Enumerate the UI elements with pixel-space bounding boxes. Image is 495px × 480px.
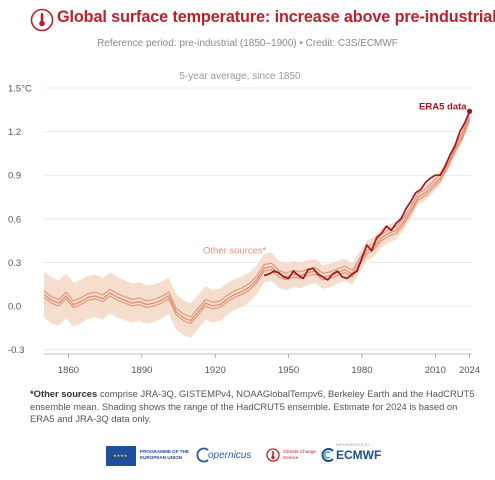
c3s-label: Climate Change Service (283, 449, 316, 460)
copernicus-label: opernicus (208, 450, 252, 461)
ecmwf-logo-icon (321, 448, 334, 462)
era5-line (263, 110, 471, 281)
partner-logos: PROGRAMME OF THE EUROPEAN UNION opernicu… (0, 440, 495, 474)
series-labels: ERA5 data Other sources* (203, 101, 467, 256)
y-tick-label: 1.5°C (8, 84, 32, 95)
x-tick-label: 1980 (351, 365, 372, 376)
other-sources-line (43, 116, 471, 322)
ecmwf-implemented-label: IMPLEMENTED BY (336, 443, 370, 447)
era5-label: ERA5 data (419, 101, 467, 112)
x-tick-label: 2010 (425, 365, 446, 376)
y-tick-label: 1.2 (8, 127, 21, 138)
y-tick-label: 0.3 (8, 258, 21, 269)
x-axis: 1860 1890 1920 1950 1980 2010 2024 (44, 353, 480, 376)
chart-title: Global surface temperature: increase abo… (57, 8, 495, 26)
eu-programme-label: PROGRAMME OF THE EUROPEAN UNION (140, 449, 189, 460)
y-tick-label: 0.6 (8, 214, 21, 225)
other-sources-line (43, 113, 471, 318)
y-tick-label: 0.9 (8, 171, 21, 182)
plot-area (43, 108, 473, 338)
copernicus-logo-icon (196, 447, 209, 463)
chart-header: Global surface temperature: increase abo… (0, 0, 495, 60)
chart-subtitle: Reference period: pre-industrial (1850–1… (97, 38, 398, 49)
y-tick-label: 0.0 (8, 302, 21, 313)
thermometer-logo-icon (30, 8, 54, 32)
x-tick-label: 2024 (459, 365, 480, 376)
y-axis: -0.3 0.0 0.3 0.6 0.9 1.2 1.5°C (8, 84, 32, 357)
x-tick-label: 1950 (278, 365, 299, 376)
temperature-line-chart: 5-year average, since 1850 -0.3 0.0 0.3 0.6… (8, 71, 480, 376)
footnote-bold: *Other sources (30, 388, 98, 399)
y-tick-label: -0.3 (8, 345, 24, 356)
chart-inner-title: 5-year average, since 1850 (179, 71, 301, 82)
x-tick-label: 1920 (205, 365, 226, 376)
hadcrut-range-band (44, 111, 470, 338)
ecmwf-label: ECMWF (336, 448, 382, 462)
x-tick-label: 1860 (58, 365, 79, 376)
other-sources-label: Other sources* (203, 246, 267, 257)
x-tick-label: 1890 (131, 365, 152, 376)
other-sources-line (43, 119, 471, 325)
c3s-logo-icon (266, 448, 280, 462)
era5-endpoint (466, 108, 473, 114)
footnote-text: comprise JRA-3Q, GISTEMPv4, NOAAGlobalTe… (30, 388, 475, 424)
eu-flag-icon (106, 446, 136, 466)
chart-footnote: *Other sources comprise JRA-3Q, GISTEMPv… (30, 388, 480, 426)
